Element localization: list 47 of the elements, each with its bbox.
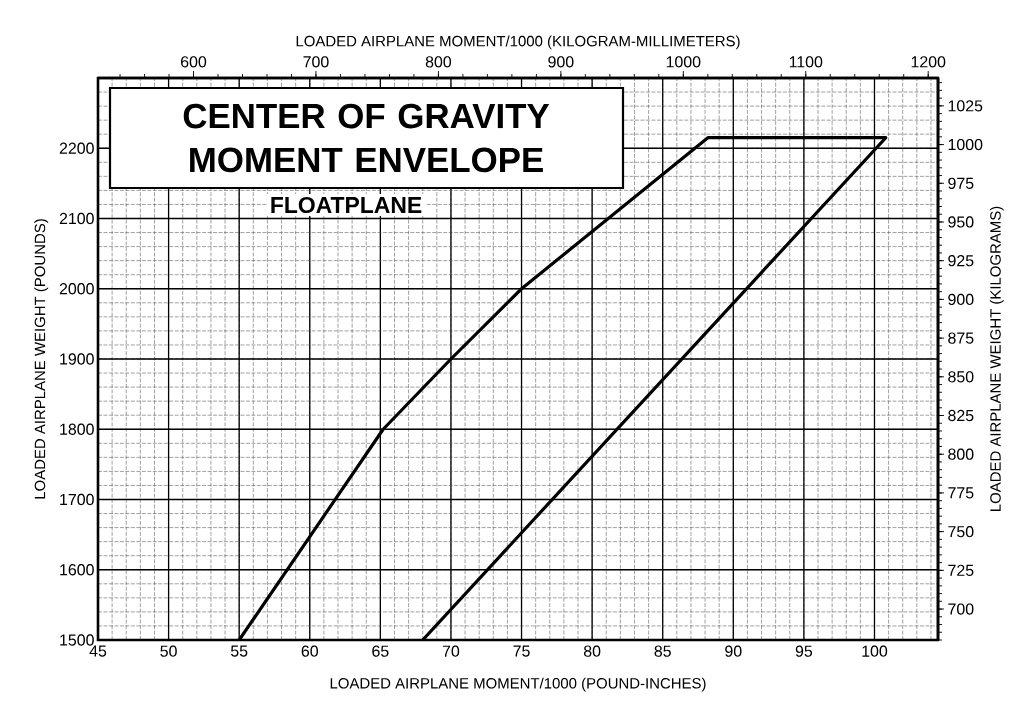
x-tick-label: 60 bbox=[301, 645, 318, 657]
y2-tick-label: 725 bbox=[948, 564, 974, 576]
x-tick-label: 55 bbox=[230, 645, 248, 657]
x-tick-label: 70 bbox=[442, 645, 460, 657]
y2-tick-label: 825 bbox=[948, 409, 974, 422]
y2-tick-label: 975 bbox=[948, 177, 974, 189]
x2-tick-label: 1200 bbox=[911, 56, 946, 68]
x2-axis-title: LOADED AIRPLANE MOMENT/1000 (KILOGRAM-MILLIMETERS) bbox=[296, 35, 740, 50]
y-tick-label: 1900 bbox=[60, 353, 94, 365]
y2-tick-label: 950 bbox=[948, 216, 974, 228]
y-tick-label: 1600 bbox=[60, 564, 94, 576]
x-tick-label: 45 bbox=[89, 645, 107, 657]
y-tick-label: 1800 bbox=[60, 423, 94, 435]
x2-tick-label: 800 bbox=[425, 56, 452, 68]
y-tick-label: 2200 bbox=[59, 142, 94, 154]
x-tick-label: 90 bbox=[725, 645, 742, 657]
x-axis-title: LOADED AIRPLANE MOMENT/1000 (POUND-INCHES) bbox=[330, 677, 706, 692]
y2-tick-label: 1000 bbox=[948, 138, 983, 151]
y2-tick-label: 875 bbox=[948, 332, 974, 344]
x-tick-label: 75 bbox=[513, 645, 530, 657]
x-tick-label: 80 bbox=[583, 645, 601, 657]
x-tick-label: 100 bbox=[862, 645, 888, 657]
y2-tick-label: 850 bbox=[948, 371, 974, 383]
y2-tick-label: 700 bbox=[948, 603, 974, 615]
x-tick-label: 95 bbox=[795, 645, 813, 657]
x-tick-label: 85 bbox=[654, 645, 671, 657]
x2-tick-label: 900 bbox=[548, 56, 574, 68]
y-tick-label: 1500 bbox=[60, 634, 94, 646]
text: FLOATPLANE bbox=[271, 196, 422, 214]
y2-tick-label: 800 bbox=[948, 448, 974, 460]
x2-tick-label: 700 bbox=[303, 56, 329, 68]
text: CENTER OF GRAVITY MOMENT ENVELOPE bbox=[183, 103, 550, 173]
x2-tick-label: 1100 bbox=[789, 56, 823, 68]
x-tick-label: 65 bbox=[372, 645, 389, 657]
y2-tick-label: 925 bbox=[948, 255, 974, 267]
x-tick-label: 50 bbox=[160, 645, 177, 657]
y-axis-title: LOADED AIRPLANE WEIGHT (POUNDS) bbox=[34, 219, 49, 499]
y2-tick-label: 775 bbox=[948, 487, 974, 499]
y2-tick-label: 1025 bbox=[948, 100, 983, 112]
y-tick-label: 1700 bbox=[60, 493, 94, 506]
x2-tick-label: 1000 bbox=[666, 56, 701, 68]
y2-tick-label: 900 bbox=[948, 293, 974, 306]
y-tick-label: 2000 bbox=[59, 283, 94, 295]
y2-axis-title: LOADED AIRPLANE WEIGHT (KILOGRAMS) bbox=[989, 206, 1004, 511]
y2-tick-label: 750 bbox=[948, 525, 974, 538]
x2-tick-label: 600 bbox=[181, 56, 207, 68]
y-tick-label: 2100 bbox=[59, 212, 94, 225]
